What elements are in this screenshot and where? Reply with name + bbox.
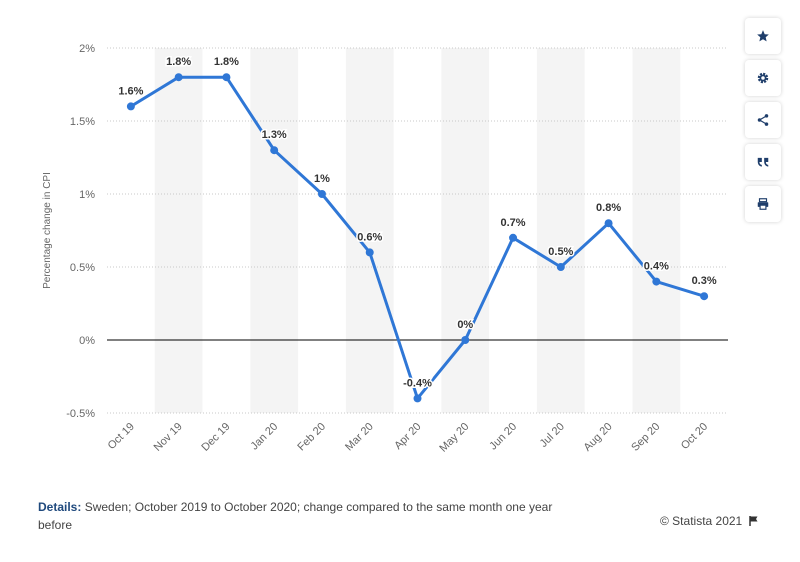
sidebar-toolbar [745, 18, 783, 228]
data-label: 1% [314, 173, 330, 185]
data-point [509, 233, 518, 242]
data-label: 0.7% [500, 217, 525, 229]
y-tick-label: -0.5% [66, 408, 95, 420]
x-tick-label: Jun 20 [487, 421, 519, 453]
data-label: -0.4% [403, 377, 432, 389]
data-point [413, 394, 422, 403]
column-band [441, 48, 490, 413]
series-line [130, 75, 705, 400]
data-label: 1.8% [166, 56, 191, 68]
y-tick-label: 0% [79, 335, 95, 347]
details-note: Details: Sweden; October 2019 to October… [38, 498, 558, 534]
details-label: Details: [38, 500, 82, 514]
column-band [345, 48, 394, 413]
column-band [632, 48, 681, 413]
flag-icon[interactable] [748, 515, 760, 527]
x-tick-label: Dec 19 [199, 421, 232, 454]
copyright: © Statista 2021 [660, 514, 760, 528]
data-label: 1.6% [118, 85, 143, 97]
details-text: Sweden; October 2019 to October 2020; ch… [38, 500, 553, 532]
x-tick-label: Sep 20 [629, 421, 662, 454]
x-tick-label: Aug 20 [582, 421, 615, 454]
share-icon [757, 114, 769, 126]
x-tick-label: Feb 20 [295, 421, 328, 454]
data-label: 0.5% [548, 246, 573, 258]
column-band [536, 48, 585, 413]
data-point [556, 263, 565, 271]
x-tick-label: Oct 20 [679, 421, 710, 452]
x-tick-label: Nov 19 [152, 421, 185, 454]
x-tick-label: Jan 20 [248, 421, 280, 453]
y-tick-label: 1% [79, 189, 95, 201]
data-point [317, 190, 326, 198]
quote-icon [757, 157, 769, 167]
data-label: 0.3% [692, 275, 717, 287]
x-tick-label: Apr 20 [392, 421, 423, 452]
print-button[interactable] [745, 186, 781, 222]
y-tick-label: 0.5% [70, 262, 95, 274]
column-band [250, 48, 299, 413]
line-chart: 2% 1.5% 1% 0.5% 0% -0.5% Percentage change in … [42, 43, 728, 455]
data-label: 0% [457, 319, 473, 331]
data-label: 1.3% [262, 129, 287, 141]
statista-link[interactable]: © Statista 2021 [660, 514, 743, 528]
x-tick-label: Mar 20 [343, 421, 376, 454]
data-label: 0.4% [644, 261, 669, 273]
data-point [700, 292, 709, 301]
settings-button[interactable] [745, 60, 781, 96]
favorite-button[interactable] [745, 18, 781, 54]
data-point [270, 146, 279, 155]
cite-button[interactable] [745, 144, 781, 180]
y-tick-label: 2% [79, 43, 95, 55]
data-label: 1.8% [214, 56, 239, 68]
data-point [174, 73, 183, 82]
y-axis-label: Percentage change in CPI [42, 172, 53, 289]
x-tick-label: Oct 19 [106, 421, 137, 452]
data-point [222, 73, 231, 82]
data-point [604, 219, 613, 228]
x-tick-label: May 20 [437, 421, 471, 455]
data-point [126, 102, 135, 111]
data-label: 0.6% [357, 231, 382, 243]
star-icon [757, 30, 769, 42]
y-tick-label: 1.5% [70, 116, 95, 128]
share-button[interactable] [745, 102, 781, 138]
data-point [652, 277, 661, 286]
data-point [461, 336, 470, 344]
x-tick-label: Jul 20 [538, 421, 567, 450]
print-icon [757, 198, 769, 210]
column-band [154, 48, 203, 413]
gear-icon [757, 72, 769, 84]
data-point [365, 248, 374, 257]
data-label: 0.8% [596, 202, 621, 214]
